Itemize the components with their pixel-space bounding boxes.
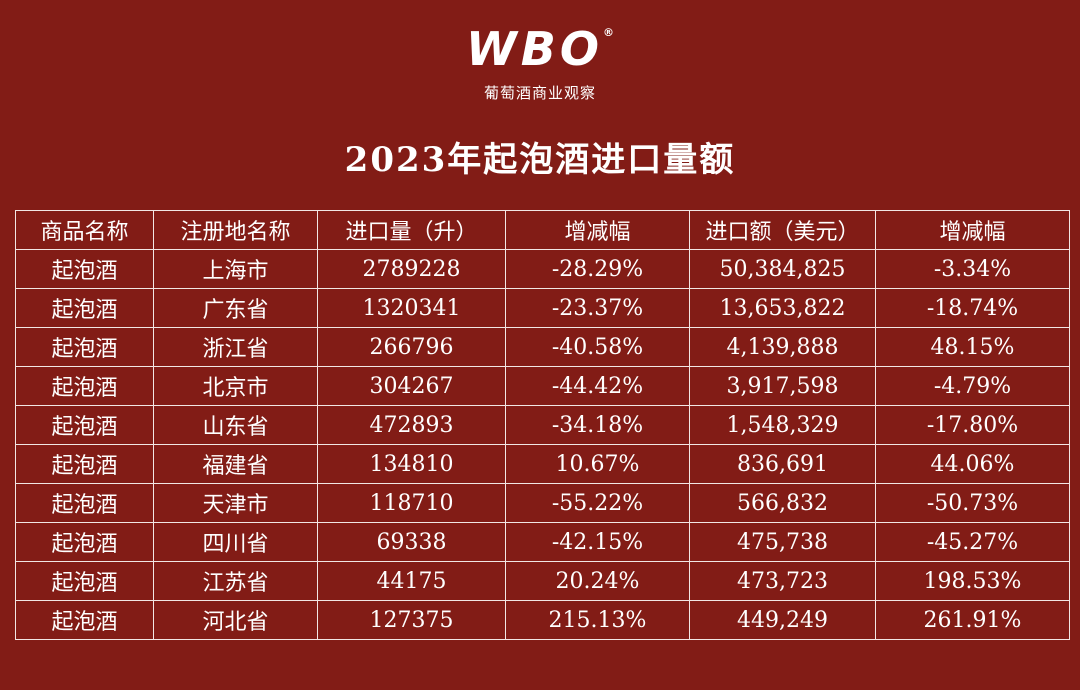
data-row: 起泡酒 北京市 304267 -44.42% 3,917,598 -4.79% (15, 366, 1070, 406)
data-row: 起泡酒 江苏省 44175 20.24% 473,723 198.53% (15, 561, 1070, 601)
cell: 20.24% (505, 561, 690, 601)
cell: 起泡酒 (15, 288, 154, 328)
cell: 1320341 (317, 288, 506, 328)
cell: 127375 (317, 600, 506, 640)
cell: 天津市 (153, 483, 318, 523)
cell: 广东省 (153, 288, 318, 328)
cell: 山东省 (153, 405, 318, 445)
cell: 215.13% (505, 600, 690, 640)
cell: 2789228 (317, 249, 506, 289)
header-cell: 进口量（升） (317, 210, 506, 250)
cell: 3,917,598 (689, 366, 876, 406)
logo: WBO® (0, 22, 1080, 76)
cell: 起泡酒 (15, 366, 154, 406)
cell: 河北省 (153, 600, 318, 640)
data-row: 起泡酒 上海市 2789228 -28.29% 50,384,825 -3.34% (15, 249, 1070, 289)
data-row: 起泡酒 福建省 134810 10.67% 836,691 44.06% (15, 444, 1070, 484)
cell: 江苏省 (153, 561, 318, 601)
cell: -17.80% (875, 405, 1070, 445)
cell: 69338 (317, 522, 506, 562)
data-table: 商品名称 注册地名称 进口量（升） 增减幅 进口额（美元） 增减幅 起泡酒 上海市 278922… (15, 210, 1070, 640)
cell: 13,653,822 (689, 288, 876, 328)
header-cell: 注册地名称 (153, 210, 318, 250)
cell: 44175 (317, 561, 506, 601)
cell: -23.37% (505, 288, 690, 328)
cell: 起泡酒 (15, 405, 154, 445)
cell: 48.15% (875, 327, 1070, 367)
data-row: 起泡酒 天津市 118710 -55.22% 566,832 -50.73% (15, 483, 1070, 523)
cell: 北京市 (153, 366, 318, 406)
cell: 475,738 (689, 522, 876, 562)
data-row: 起泡酒 浙江省 266796 -40.58% 4,139,888 48.15% (15, 327, 1070, 367)
cell: 266796 (317, 327, 506, 367)
header-row: 商品名称 注册地名称 进口量（升） 增减幅 进口额（美元） 增减幅 (15, 210, 1070, 250)
logo-mark: ® (602, 26, 614, 39)
cell: 起泡酒 (15, 444, 154, 484)
cell: 134810 (317, 444, 506, 484)
header-cell: 商品名称 (15, 210, 154, 250)
cell: 起泡酒 (15, 249, 154, 289)
cell: 4,139,888 (689, 327, 876, 367)
header-cell: 增减幅 (505, 210, 690, 250)
cell: 118710 (317, 483, 506, 523)
cell: 198.53% (875, 561, 1070, 601)
cell: -45.27% (875, 522, 1070, 562)
cell: -42.15% (505, 522, 690, 562)
cell: 四川省 (153, 522, 318, 562)
cell: 44.06% (875, 444, 1070, 484)
subtitle: 葡萄酒商业观察 (483, 84, 596, 102)
data-row: 起泡酒 广东省 1320341 -23.37% 13,653,822 -18.74% (15, 288, 1070, 328)
title: 2023年起泡酒进口量额 (344, 140, 736, 180)
cell: 449,249 (689, 600, 876, 640)
cell: 10.67% (505, 444, 690, 484)
cell: 473,723 (689, 561, 876, 601)
cell: 566,832 (689, 483, 876, 523)
cell: 1,548,329 (689, 405, 876, 445)
header-cell: 增减幅 (875, 210, 1070, 250)
cell: -44.42% (505, 366, 690, 406)
cell: 起泡酒 (15, 522, 154, 562)
cell: 上海市 (153, 249, 318, 289)
cell: 浙江省 (153, 327, 318, 367)
logo-text: WBO (466, 22, 603, 76)
cell: -55.22% (505, 483, 690, 523)
cell: -4.79% (875, 366, 1070, 406)
cell: -18.74% (875, 288, 1070, 328)
cell: 261.91% (875, 600, 1070, 640)
cell: 50,384,825 (689, 249, 876, 289)
cell: 起泡酒 (15, 327, 154, 367)
cell: 起泡酒 (15, 483, 154, 523)
data-row: 起泡酒 四川省 69338 -42.15% 475,738 -45.27% (15, 522, 1070, 562)
cell: 福建省 (153, 444, 318, 484)
cell: 472893 (317, 405, 506, 445)
cell: 起泡酒 (15, 600, 154, 640)
cell: 304267 (317, 366, 506, 406)
cell: 836,691 (689, 444, 876, 484)
cell: -50.73% (875, 483, 1070, 523)
cell: -3.34% (875, 249, 1070, 289)
data-row: 起泡酒 河北省 127375 215.13% 449,249 261.91% (15, 600, 1070, 640)
cell: -34.18% (505, 405, 690, 445)
cell: 起泡酒 (15, 561, 154, 601)
cell: -40.58% (505, 327, 690, 367)
header-cell: 进口额（美元） (689, 210, 876, 250)
cell: -28.29% (505, 249, 690, 289)
data-row: 起泡酒 山东省 472893 -34.18% 1,548,329 -17.80% (15, 405, 1070, 445)
